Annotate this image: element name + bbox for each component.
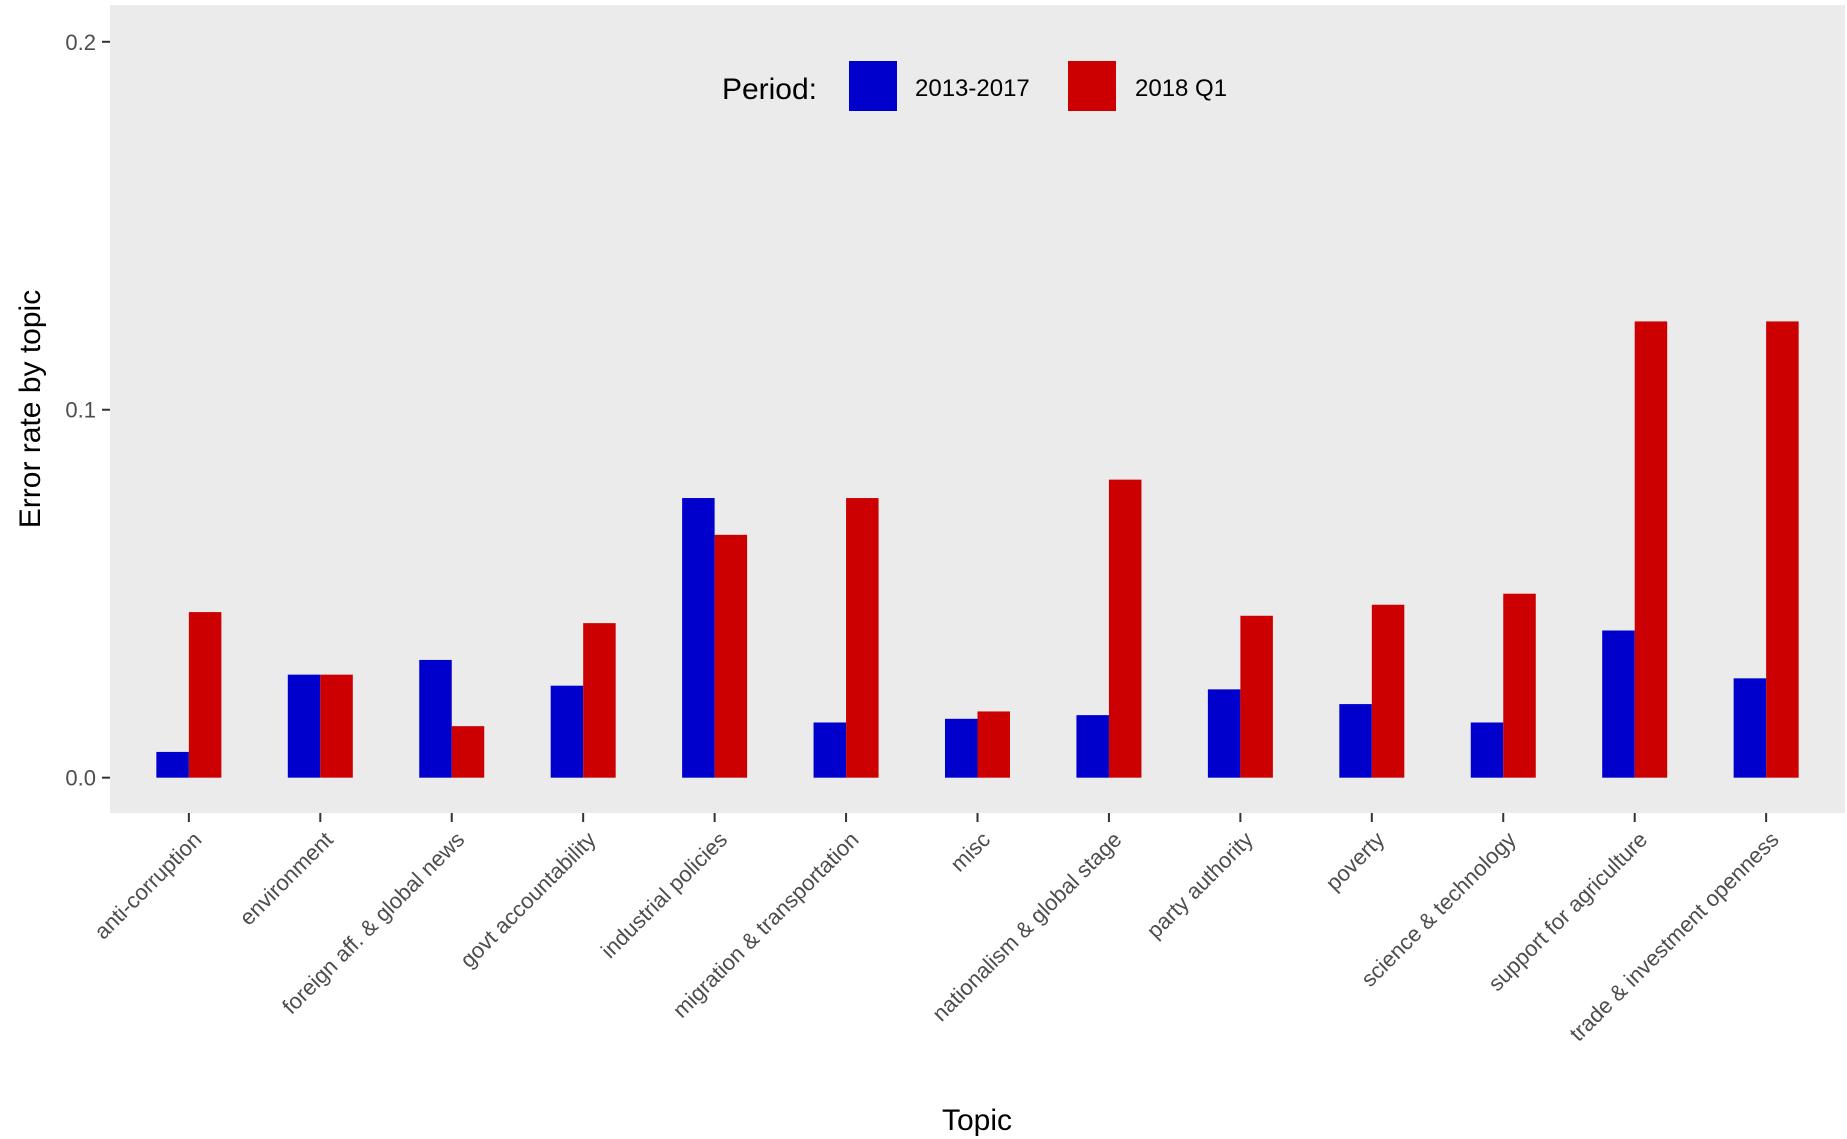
legend-label-2018-q1: 2018 Q1 — [1135, 75, 1227, 102]
bar-2013-2017-party-authority — [1207, 689, 1241, 778]
x-axis-title: Topic — [942, 1104, 1012, 1137]
bar-2018-q1-migration-transportation — [846, 498, 879, 778]
legend-swatch-2018-q1 — [1068, 61, 1116, 111]
bar-2013-2017-misc — [945, 718, 978, 778]
bar-2018-q1-industrial-policies — [714, 534, 748, 778]
bar-2013-2017-trade-investment-openness — [1733, 678, 1767, 778]
bar-2013-2017-foreign-aff-global-news — [419, 659, 452, 778]
bar-2018-q1-science-technology — [1503, 593, 1536, 778]
x-tick-label-industrial-policies: industrial policies — [596, 827, 732, 963]
legend-swatch-2013-2017 — [849, 61, 897, 111]
bar-2013-2017-migration-transportation — [813, 722, 847, 778]
x-tick-label-poverty: poverty — [1321, 827, 1390, 896]
bar-2013-2017-nationalism-global-stage — [1076, 715, 1109, 778]
bar-2018-q1-foreign-aff-global-news — [451, 726, 485, 778]
plot-panel — [110, 5, 1845, 813]
bar-2013-2017-anti-corruption — [156, 751, 189, 778]
bar-2018-q1-anti-corruption — [188, 612, 222, 778]
bar-2013-2017-environment — [287, 674, 321, 778]
y-axis: 0.0 0.1 0.2 — [65, 30, 110, 791]
legend-label-2013-2017: 2013-2017 — [915, 75, 1030, 102]
bar-2018-q1-poverty — [1371, 604, 1405, 778]
y-tick-label: 0.0 — [65, 766, 96, 791]
x-tick-label-anti-corruption: anti-corruption — [89, 827, 206, 944]
bar-2018-q1-govt-accountability — [583, 623, 616, 778]
bar-2013-2017-science-technology — [1470, 722, 1504, 778]
x-tick-label-party-authority: party authority — [1142, 827, 1258, 943]
bars-layer — [156, 321, 1799, 778]
y-tick-label: 0.1 — [65, 398, 96, 423]
legend: Period: 2013-2017 2018 Q1 — [722, 61, 1227, 111]
bar-2018-q1-environment — [320, 674, 353, 778]
x-tick-label-trade-investment-openness: trade & investment openness — [1565, 827, 1784, 1046]
bar-2013-2017-industrial-policies — [682, 498, 715, 778]
bar-2018-q1-party-authority — [1240, 615, 1273, 778]
bar-2018-q1-nationalism-global-stage — [1108, 479, 1142, 778]
bar-2013-2017-support-for-agriculture — [1602, 630, 1635, 778]
legend-title: Period: — [722, 73, 817, 106]
y-axis-title: Error rate by topic — [14, 290, 47, 528]
bar-2013-2017-govt-accountability — [550, 685, 584, 778]
bar-2018-q1-support-for-agriculture — [1634, 321, 1668, 778]
bar-2018-q1-misc — [977, 711, 1010, 778]
x-tick-label-misc: misc — [945, 827, 995, 877]
x-tick-label-govt-accountability: govt accountability — [455, 827, 601, 973]
x-tick-label-environment: environment — [235, 827, 338, 930]
bar-2018-q1-trade-investment-openness — [1766, 321, 1799, 778]
bar-2013-2017-poverty — [1339, 704, 1372, 778]
y-tick-label: 0.2 — [65, 30, 96, 55]
